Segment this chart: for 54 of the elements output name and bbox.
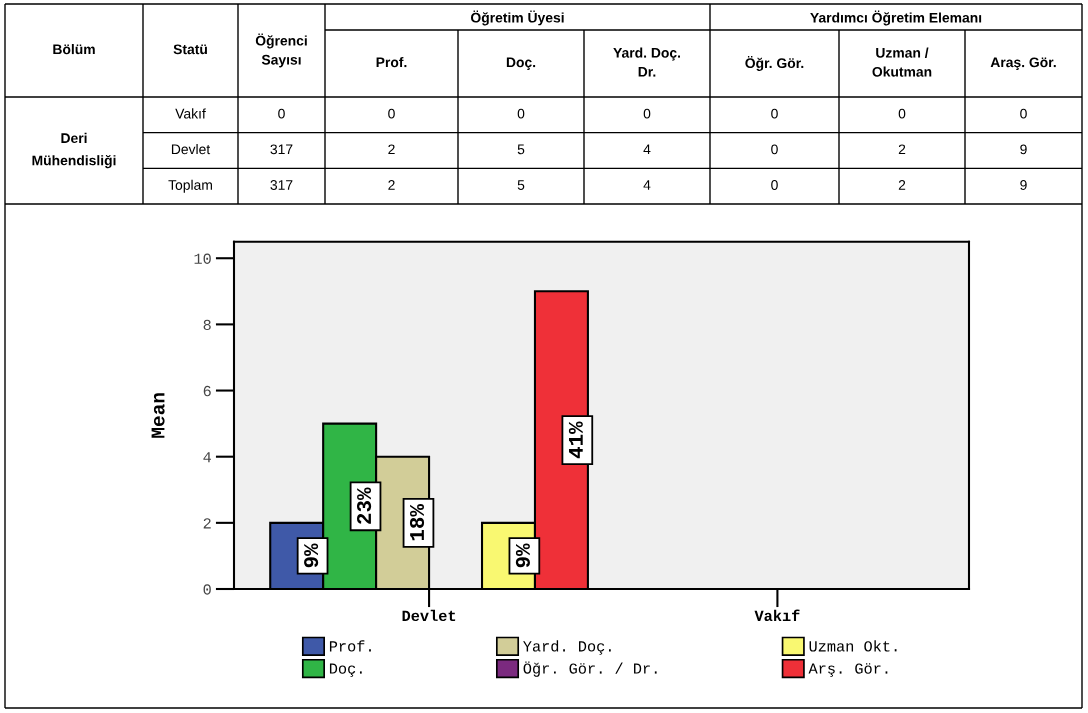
text: 0 <box>898 108 906 119</box>
category-label: Deri Mühendisliği <box>32 132 116 169</box>
legend-label: Prof. <box>329 640 371 652</box>
category-label: Doç. <box>506 57 536 70</box>
category-label: Prof. <box>376 57 407 68</box>
text: 0 <box>771 108 778 119</box>
annotation: 23% <box>356 487 372 524</box>
text: 4 <box>643 180 651 190</box>
annotation: 9% <box>304 543 319 568</box>
text: Devlet <box>171 144 211 155</box>
text: 0 <box>517 108 525 119</box>
category-label: Araş. Gör. <box>990 57 1056 70</box>
text: 317 <box>270 144 293 155</box>
legend-label: Yard. Doç. <box>523 640 611 655</box>
text: 5 <box>517 180 525 190</box>
y-tick-label: 0 <box>203 584 211 595</box>
legend-label: Uzman Okt. <box>809 640 897 652</box>
text: 0 <box>1020 108 1027 119</box>
annotation: 9% <box>515 543 530 568</box>
text: Yardımcı Öğretim Elemanı <box>810 10 982 26</box>
text: 2 <box>898 180 906 190</box>
text: 317 <box>270 180 293 190</box>
y-axis-title: Mean <box>151 393 165 438</box>
legend-label: Doç. <box>329 663 362 677</box>
text: 2 <box>388 180 395 190</box>
category-label: Statü <box>173 44 207 55</box>
category-label: Öğr. Gör. <box>745 56 804 71</box>
category-label: Yard. Doç. Dr. <box>613 47 681 77</box>
text: 0 <box>771 180 778 190</box>
text: 2 <box>388 144 395 155</box>
category-label: Bölüm <box>53 44 95 55</box>
text: 2 <box>898 144 906 155</box>
y-tick-label: 6 <box>203 385 211 397</box>
category-label: Uzman / Okutman <box>872 47 932 77</box>
text: 0 <box>388 108 395 119</box>
y-tick-label: 10 <box>194 253 211 264</box>
y-tick-label: 8 <box>203 319 211 331</box>
text: 9 <box>1020 180 1027 190</box>
text: Toplam <box>168 179 212 193</box>
text: 0 <box>771 144 778 155</box>
text: Öğretim Üyesi <box>470 10 564 26</box>
y-tick-label: 2 <box>203 518 211 529</box>
text: 0 <box>278 108 285 119</box>
y-tick-label: 4 <box>203 452 211 463</box>
annotation: 18% <box>409 504 425 541</box>
text: 0 <box>643 108 651 119</box>
legend-label: Öğr. Gör. / Dr. <box>523 661 657 677</box>
legend-label: Arş. Gör. <box>808 663 888 677</box>
annotation: 41% <box>568 421 583 459</box>
text: Vakıf <box>175 108 206 119</box>
text: 5 <box>517 144 525 155</box>
category-label: Öğrenci Sayısı <box>255 33 307 68</box>
text: 4 <box>643 144 651 155</box>
text: 9 <box>1020 144 1027 155</box>
